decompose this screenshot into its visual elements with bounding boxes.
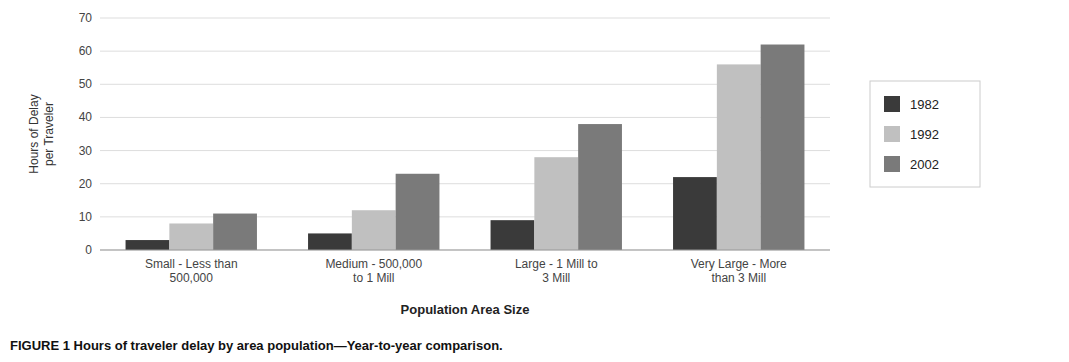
y-tick-label: 0: [85, 243, 92, 257]
x-tick-label: Very Large - Morethan 3 Mill: [691, 257, 787, 285]
bar: [213, 214, 257, 250]
grid-line: [100, 250, 830, 251]
bar: [673, 177, 717, 250]
bar: [717, 64, 761, 250]
x-tick-label: Large - 1 Mill to3 Mill: [515, 257, 598, 285]
y-tick-label: 30: [79, 144, 93, 158]
legend-frame: [870, 81, 980, 187]
bar: [126, 240, 170, 250]
grid-line: [100, 18, 830, 19]
y-tick-label: 10: [79, 210, 93, 224]
bar: [761, 45, 805, 250]
legend-label: 1982: [910, 97, 939, 112]
bar: [396, 174, 440, 250]
bar: [534, 157, 578, 250]
bar: [308, 233, 352, 250]
y-tick-label: 20: [79, 177, 93, 191]
chart: 0 10 20 30 40 50 60 70 Small - Less than500,000 M…: [0, 0, 1069, 362]
legend-label: 2002: [910, 157, 939, 172]
bar: [169, 223, 213, 250]
y-tick-label: 60: [79, 44, 93, 58]
caption: FIGURE 1 Hours of traveler delay by area…: [10, 338, 503, 353]
bars: [126, 45, 805, 250]
bar: [352, 210, 396, 250]
legend-swatch: [884, 126, 900, 142]
y-tick-label: 70: [79, 11, 93, 25]
x-axis-label: Population Area Size: [401, 302, 530, 317]
legend: 1982 1992 2002: [870, 81, 980, 187]
legend-swatch: [884, 96, 900, 112]
legend-label: 1992: [910, 127, 939, 142]
grid: [100, 18, 830, 250]
grid-line: [100, 51, 830, 52]
y-tick-label: 50: [79, 77, 93, 91]
x-tick-label: Small - Less than500,000: [145, 257, 238, 285]
y-tick-label: 40: [79, 110, 93, 124]
y-axis-label: Hours of Delayper Traveler: [27, 94, 56, 173]
x-axis-line: [100, 250, 830, 251]
bar: [491, 220, 535, 250]
bar: [578, 124, 622, 250]
x-tick-label: Medium - 500,000to 1 Mill: [325, 257, 422, 285]
legend-swatch: [884, 156, 900, 172]
